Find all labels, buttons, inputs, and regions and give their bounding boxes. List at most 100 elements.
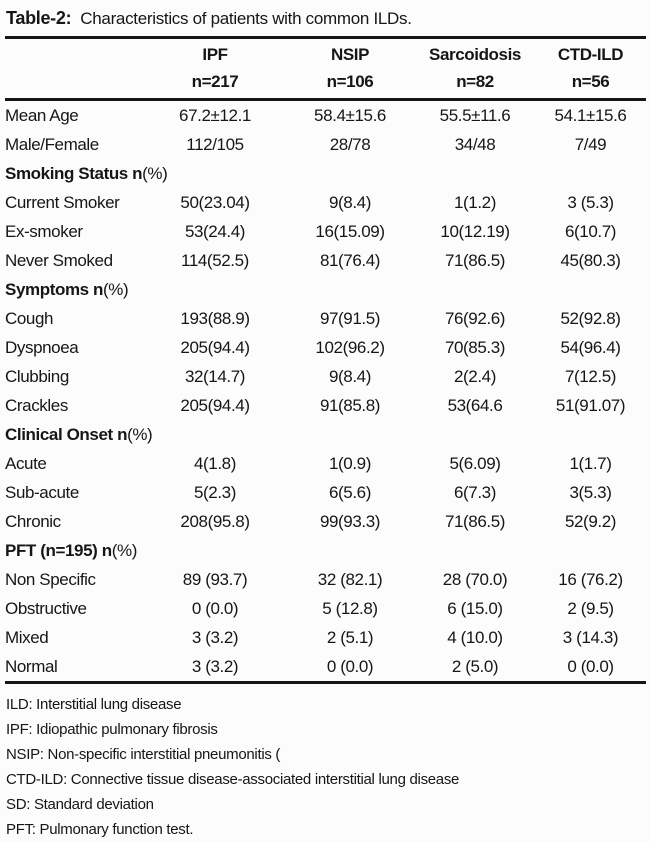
column-name: IPF — [202, 45, 228, 64]
footnote: CTD-ILD: Connective tissue disease-assoc… — [6, 771, 460, 788]
value-cell: 52(92.8) — [560, 308, 621, 328]
row-label: Clubbing — [5, 366, 69, 386]
column-n: n=106 — [326, 72, 374, 91]
value-cell: 81(76.4) — [319, 250, 381, 270]
section-label: Clinical Onset n(%) — [5, 420, 646, 449]
footnote: PFT: Pulmonary function test. — [6, 821, 194, 838]
section-label-suffix: (%) — [127, 424, 153, 444]
row-label: Current Smoker — [5, 192, 120, 212]
row-label: Crackles — [5, 395, 68, 415]
table-header-row: IPF n=217 NSIP n=106 Sarcoidosis n=82 CTD-ILD n… — [5, 37, 646, 101]
value-cell: 34/48 — [454, 134, 496, 154]
section-row: Smoking Status n(%) — [5, 159, 646, 188]
row-label: Dyspnoea — [5, 337, 79, 357]
table-row: Mean Age 67.2±12.1 58.4±15.6 55.5±11.6 54.1±… — [5, 100, 646, 131]
section-label-text: Clinical Onset n — [5, 424, 128, 444]
value-cell: 28/78 — [329, 134, 371, 154]
value-cell: 205(94.4) — [180, 337, 250, 357]
value-cell: 1(1.2) — [453, 192, 496, 212]
value-cell: 102(96.2) — [315, 337, 385, 357]
value-cell: 2(2.4) — [453, 366, 496, 386]
section-label: PFT (n=195) n(%) — [5, 536, 646, 565]
table-row: Never Smoked 114(52.5) 81(76.4) 71(86.5) 45(… — [5, 246, 646, 275]
table-row: Clubbing 32(14.7) 9(8.4) 2(2.4) 7(12.5) — [5, 362, 646, 391]
value-cell: 76(92.6) — [444, 308, 506, 328]
footnote: IPF: Idiopathic pulmonary fibrosis — [6, 721, 218, 738]
column-n: n=217 — [191, 72, 239, 91]
section-label-text: Symptoms n — [5, 279, 104, 299]
column-name: Sarcoidosis — [429, 45, 521, 64]
footnote: SD: Standard deviation — [6, 796, 154, 813]
value-cell: 16 (76.2) — [558, 569, 623, 589]
value-cell: 6(7.3) — [453, 482, 496, 502]
column-n: n=82 — [456, 72, 494, 91]
value-cell: 6(10.7) — [564, 221, 617, 241]
value-cell: 208(95.8) — [180, 511, 250, 531]
row-label: Never Smoked — [5, 250, 113, 270]
value-cell: 53(64.6 — [447, 395, 503, 415]
table-row: Current Smoker 50(23.04) 9(8.4) 1(1.2) 3 (5.… — [5, 188, 646, 217]
value-cell: 114(52.5) — [181, 250, 249, 270]
footnote: ILD: Interstitial lung disease — [6, 696, 182, 713]
value-cell: 55.5±11.6 — [439, 105, 511, 125]
section-row: Symptoms n(%) — [5, 275, 646, 304]
value-cell: 67.2±12.1 — [179, 105, 251, 125]
table-row: Chronic 208(95.8) 99(93.3) 71(86.5) 52(9.2) — [5, 507, 646, 536]
row-label: Ex-smoker — [5, 221, 83, 241]
value-cell: 10(12.19) — [440, 221, 510, 241]
value-cell: 54.1±15.6 — [554, 105, 627, 125]
value-cell: 71(86.5) — [444, 511, 506, 531]
table-row: Male/Female 112/105 28/78 34/48 7/49 — [5, 130, 646, 159]
value-cell: 7/49 — [574, 134, 607, 154]
value-cell: 9(8.4) — [328, 366, 371, 386]
table-row: Sub-acute 5(2.3) 6(5.6) 6(7.3) 3(5.3) — [5, 478, 646, 507]
table-head: IPF n=217 NSIP n=106 Sarcoidosis n=82 CTD-ILD n… — [5, 37, 646, 101]
value-cell: 53(24.4) — [184, 221, 246, 241]
value-cell: 54(96.4) — [560, 337, 621, 357]
row-label: Mean Age — [5, 105, 79, 125]
value-cell: 3(5.3) — [569, 482, 612, 502]
footnote: NSIP: Non-specific interstitial pneumoni… — [6, 746, 281, 763]
row-label: Sub-acute — [5, 482, 79, 502]
row-label: Obstructive — [5, 598, 87, 618]
characteristics-table: IPF n=217 NSIP n=106 Sarcoidosis n=82 CTD-ILD n… — [5, 36, 646, 684]
section-label-suffix: (%) — [142, 163, 168, 183]
table-row: Ex-smoker 53(24.4) 16(15.09) 10(12.19) 6(10.… — [5, 217, 646, 246]
row-label: Non Specific — [5, 569, 96, 589]
value-cell: 4(1.8) — [193, 453, 236, 473]
value-cell: 51(91.07) — [555, 395, 626, 415]
table-title-text: Characteristics of patients with common … — [80, 9, 412, 28]
value-cell: 205(94.4) — [180, 395, 250, 415]
value-cell: 3 (3.2) — [191, 656, 239, 676]
section-label-suffix: (%) — [103, 279, 129, 299]
value-cell: 45(80.3) — [560, 250, 621, 270]
value-cell: 0 (0.0) — [191, 598, 239, 618]
value-cell: 71(86.5) — [444, 250, 506, 270]
value-cell: 50(23.04) — [180, 192, 250, 212]
value-cell: 2 (5.0) — [451, 656, 499, 676]
table-row: Obstructive 0 (0.0) 5 (12.8) 6 (15.0) 2 (9.5… — [5, 594, 646, 623]
value-cell: 0 (0.0) — [326, 656, 374, 676]
value-cell: 2 (5.1) — [326, 627, 374, 647]
column-header-sarcoidosis: Sarcoidosis n=82 — [415, 37, 535, 101]
value-cell: 5 (12.8) — [322, 598, 378, 618]
section-row: Clinical Onset n(%) — [5, 420, 646, 449]
section-label-text: Smoking Status n — [5, 163, 143, 183]
section-label: Symptoms n(%) — [5, 275, 646, 304]
value-cell: 28 (70.0) — [442, 569, 508, 589]
value-cell: 193(88.9) — [180, 308, 250, 328]
table-row: Cough 193(88.9) 97(91.5) 76(92.6) 52(92.8) — [5, 304, 646, 333]
value-cell: 58.4±15.6 — [314, 105, 386, 125]
value-cell: 32(14.7) — [184, 366, 246, 386]
row-label: Mixed — [5, 627, 49, 647]
value-cell: 6 (15.0) — [447, 598, 503, 618]
column-header-ipf: IPF n=217 — [145, 37, 285, 101]
row-label: Cough — [5, 308, 54, 328]
column-n: n=56 — [571, 72, 610, 91]
section-label-suffix: (%) — [111, 540, 138, 560]
table-row: Dyspnoea 205(94.4) 102(96.2) 70(85.3) 54(96.… — [5, 333, 646, 362]
row-label: Acute — [5, 453, 47, 473]
value-cell: 1(0.9) — [328, 453, 371, 473]
value-cell: 5(6.09) — [449, 453, 501, 473]
